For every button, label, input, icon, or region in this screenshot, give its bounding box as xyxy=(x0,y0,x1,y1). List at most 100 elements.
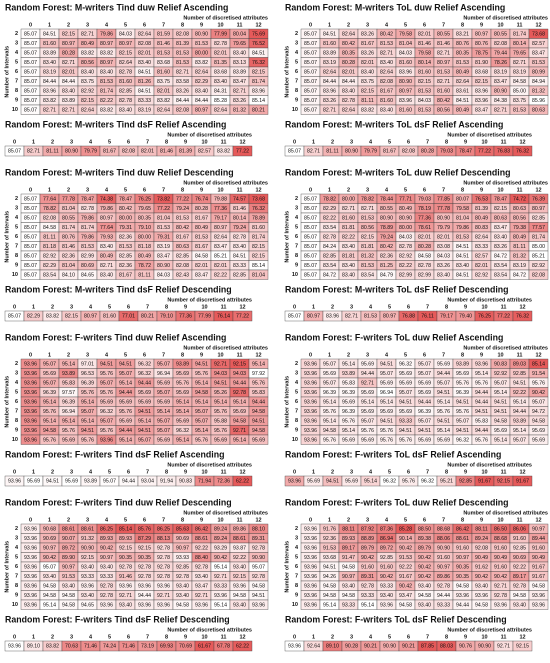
cell-value: 83.33 xyxy=(233,263,246,269)
column-axis-label: Number of discretised attributes xyxy=(447,297,532,303)
cell-value: 95.07 xyxy=(157,428,170,434)
cell-value: 82.22 xyxy=(399,263,412,269)
cell-value: 84.51 xyxy=(456,98,469,104)
cell-value: 92.78 xyxy=(138,564,151,570)
cell-value: 95.69 xyxy=(176,418,189,424)
cell-value: 80.35 xyxy=(138,215,151,221)
column-number: 10 xyxy=(201,139,207,145)
cell-value: 73.68 xyxy=(252,196,265,202)
column-number: 0 xyxy=(29,22,32,28)
cell-value: 85.07 xyxy=(24,206,37,212)
row-number: 3 xyxy=(295,206,298,212)
cell-value: 94.58 xyxy=(233,593,246,599)
cell-value: 93.40 xyxy=(176,593,189,599)
cell-value: 82.43 xyxy=(176,272,189,278)
row-number: 9 xyxy=(15,263,18,269)
row-number: 3 xyxy=(15,206,18,212)
cell-value: 83.26 xyxy=(233,98,246,104)
cell-value: 80.99 xyxy=(532,69,545,75)
cell-value: 81.04 xyxy=(62,206,75,212)
column-number: 6 xyxy=(143,517,146,523)
column-number: 1 xyxy=(328,517,331,523)
cell-value: 83.40 xyxy=(138,60,151,66)
cell-value: 91.60 xyxy=(494,564,507,570)
cell-value: 93.96 xyxy=(475,593,488,599)
cell-value: 95.07 xyxy=(323,361,336,367)
cell-value: 83.26 xyxy=(176,88,189,94)
cell-value: 83.75 xyxy=(81,79,94,85)
column-number: 0 xyxy=(13,469,16,475)
cell-value: 85.07 xyxy=(24,60,37,66)
cell-value: 89.72 xyxy=(62,545,75,551)
cell-value: 82.01 xyxy=(141,149,154,155)
cell-value: 89.31 xyxy=(361,574,374,580)
cell-value: 82.71 xyxy=(233,88,246,94)
cell-value: 81.60 xyxy=(380,98,393,104)
column-number: 11 xyxy=(501,139,507,145)
column-number: 9 xyxy=(480,517,483,523)
column-axis-label: Number of discretised attributes xyxy=(183,510,268,516)
cell-value: 80.42 xyxy=(119,206,132,212)
column-number: 12 xyxy=(535,517,541,523)
cell-value: 90.21 xyxy=(402,644,415,650)
cell-value: 85.07 xyxy=(24,244,37,250)
cell-value: 80.42 xyxy=(437,98,450,104)
cell-value: 82.78 xyxy=(81,206,94,212)
cell-value: 94.51 xyxy=(494,399,507,405)
row-number: 4 xyxy=(15,215,19,221)
cell-value: 83.89 xyxy=(62,98,75,104)
cell-value: 82.71 xyxy=(27,149,40,155)
column-number: 3 xyxy=(86,22,89,28)
cell-value: 80.14 xyxy=(513,41,526,47)
cell-value: 89.86 xyxy=(233,526,246,532)
panel-title: Random Forest: F-writers Tind dsF Relief… xyxy=(5,614,230,624)
column-number: 12 xyxy=(255,352,261,358)
cell-value: 89.86 xyxy=(437,574,450,580)
column-number: 0 xyxy=(309,187,312,193)
column-number: 4 xyxy=(89,634,93,640)
cell-value: 82.15 xyxy=(62,31,75,37)
cell-value: 81.81 xyxy=(361,244,374,250)
cell-value: 95.07 xyxy=(119,371,132,377)
cell-value: 95.76 xyxy=(195,371,208,377)
cell-value: 93.96 xyxy=(304,602,317,608)
cell-value: 79.17 xyxy=(440,314,453,320)
column-number: 5 xyxy=(108,469,111,475)
cell-value: 95.14 xyxy=(361,399,374,405)
cell-value: 95.69 xyxy=(138,390,151,396)
cell-value: 95.14 xyxy=(513,399,526,405)
cell-value: 90.90 xyxy=(383,644,396,650)
cell-value: 81.67 xyxy=(380,88,393,94)
cell-value: 90.42 xyxy=(214,555,227,561)
cell-value: 89.90 xyxy=(62,555,75,561)
cell xyxy=(512,475,533,487)
row-number: 10 xyxy=(12,602,18,608)
cell-value: 90.69 xyxy=(176,536,189,542)
cell-value: 92.85 xyxy=(176,564,189,570)
cell-value: 81.74 xyxy=(513,31,526,37)
column-number: 3 xyxy=(70,634,73,640)
column-axis-label: Number of discretised attributes xyxy=(167,627,252,633)
cell-value: 81.35 xyxy=(214,60,227,66)
cell xyxy=(232,475,253,487)
cell-value: 70.69 xyxy=(179,644,192,650)
cell-value: 95.69 xyxy=(138,399,151,405)
row-number: 2 xyxy=(295,361,298,367)
cell-value: 92.92 xyxy=(494,371,507,377)
cell-value: 81.74 xyxy=(532,234,545,240)
cell-value: 95.07 xyxy=(418,418,431,424)
row-number: 5 xyxy=(15,60,18,66)
cell-value: 92.36 xyxy=(323,536,336,542)
column-number: 3 xyxy=(350,139,353,145)
cell-value: 82.15 xyxy=(494,206,507,212)
cell-value: 74.72 xyxy=(513,196,526,202)
cell-value: 96.32 xyxy=(456,437,469,443)
cell-value: 91.47 xyxy=(342,555,355,561)
column-number: 10 xyxy=(201,304,207,310)
cell-value: 82.64 xyxy=(157,107,170,113)
cell-value: 95.07 xyxy=(532,399,545,405)
column-number: 0 xyxy=(13,304,16,310)
column-number: 5 xyxy=(124,352,127,358)
cell-value: 83.47 xyxy=(532,50,545,56)
cell-value: 81.60 xyxy=(43,41,56,47)
